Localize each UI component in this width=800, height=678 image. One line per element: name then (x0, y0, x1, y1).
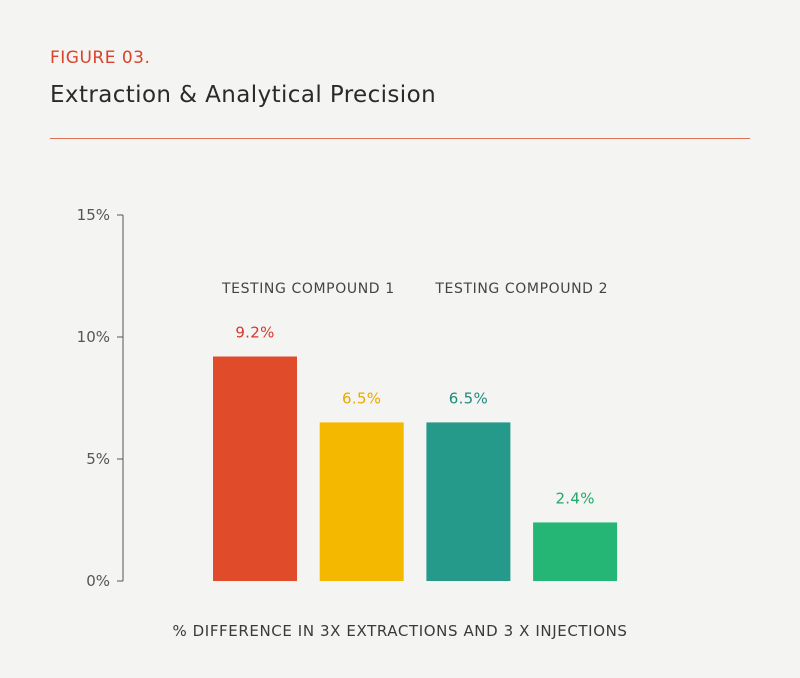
figure-label: FIGURE 03. (50, 48, 151, 68)
y-tick-label: 0% (86, 572, 110, 590)
y-tick-label: 5% (86, 450, 110, 468)
bar (533, 522, 618, 581)
bar-value-label: 2.4% (555, 489, 594, 507)
bar-value-label: 9.2% (235, 324, 274, 342)
title-divider (50, 138, 750, 139)
bar-value-label: 6.5% (449, 389, 488, 407)
bar (426, 422, 511, 581)
bar (213, 356, 297, 581)
y-tick-label: 15% (77, 206, 110, 224)
bar (319, 422, 404, 581)
x-axis-title: % DIFFERENCE IN 3X EXTRACTIONS AND 3 X I… (172, 622, 628, 640)
y-tick-label: 10% (77, 328, 110, 346)
chart-title: Extraction & Analytical Precision (50, 82, 437, 108)
group-label: TESTING COMPOUND 2 (434, 281, 608, 297)
group-label: TESTING COMPOUND 1 (221, 281, 395, 297)
bar-value-label: 6.5% (342, 389, 381, 407)
